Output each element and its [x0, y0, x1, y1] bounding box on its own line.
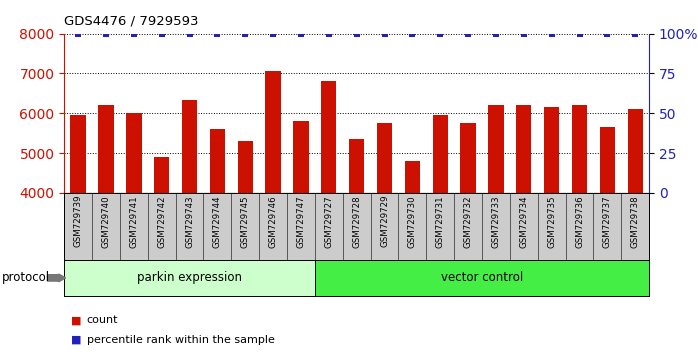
Point	[295, 31, 306, 36]
Bar	[70, 115, 86, 352]
Bar	[154, 157, 170, 352]
Text: GSM729734: GSM729734	[519, 195, 528, 247]
Text: GDS4476 / 7929593: GDS4476 / 7929593	[64, 14, 199, 27]
Text: ■: ■	[71, 315, 82, 325]
Text: GSM729745: GSM729745	[241, 195, 250, 247]
Bar	[572, 105, 587, 352]
Bar	[600, 127, 615, 352]
Point	[323, 31, 334, 36]
Point	[630, 31, 641, 36]
Text: GSM729744: GSM729744	[213, 195, 222, 247]
Point	[267, 31, 279, 36]
Bar	[182, 100, 198, 352]
Bar	[377, 123, 392, 352]
Point	[101, 31, 112, 36]
Bar	[210, 129, 225, 352]
Bar	[98, 105, 114, 352]
Bar	[489, 105, 503, 352]
Text: GSM729730: GSM729730	[408, 195, 417, 247]
Point	[463, 31, 474, 36]
Bar	[461, 123, 476, 352]
Text: GSM729737: GSM729737	[603, 195, 612, 247]
Text: GSM729731: GSM729731	[436, 195, 445, 247]
Text: GSM729733: GSM729733	[491, 195, 500, 247]
Bar	[516, 105, 531, 352]
Text: percentile rank within the sample: percentile rank within the sample	[87, 335, 274, 345]
Point	[211, 31, 223, 36]
Point	[518, 31, 529, 36]
Text: ■: ■	[71, 335, 82, 345]
Point	[73, 31, 84, 36]
Point	[407, 31, 418, 36]
Text: GSM729746: GSM729746	[269, 195, 278, 247]
Bar	[321, 81, 336, 352]
Bar	[349, 139, 364, 352]
Point	[128, 31, 140, 36]
Text: protocol: protocol	[2, 272, 50, 284]
Text: GSM729728: GSM729728	[352, 195, 361, 247]
Bar	[126, 113, 142, 352]
Text: parkin expression: parkin expression	[137, 272, 242, 284]
Point	[351, 31, 362, 36]
Bar	[293, 121, 309, 352]
Bar	[237, 141, 253, 352]
Point	[435, 31, 446, 36]
Point	[184, 31, 195, 36]
Text: GSM729741: GSM729741	[129, 195, 138, 247]
Text: GSM729732: GSM729732	[463, 195, 473, 247]
Text: GSM729727: GSM729727	[325, 195, 334, 247]
Point	[546, 31, 557, 36]
Bar	[433, 115, 448, 352]
Text: GSM729740: GSM729740	[101, 195, 110, 247]
Bar	[628, 109, 643, 352]
Text: GSM729729: GSM729729	[380, 195, 389, 247]
Text: GSM729747: GSM729747	[297, 195, 306, 247]
Text: GSM729739: GSM729739	[74, 195, 82, 247]
Point	[379, 31, 390, 36]
Point	[239, 31, 251, 36]
Point	[574, 31, 585, 36]
Bar	[265, 72, 281, 352]
Bar	[405, 161, 420, 352]
Text: vector control: vector control	[441, 272, 523, 284]
Text: GSM729743: GSM729743	[185, 195, 194, 247]
Text: GSM729738: GSM729738	[631, 195, 639, 247]
Point	[602, 31, 613, 36]
Text: GSM729742: GSM729742	[157, 195, 166, 247]
Text: count: count	[87, 315, 118, 325]
Point	[156, 31, 168, 36]
Bar	[544, 107, 559, 352]
Point	[491, 31, 502, 36]
Text: GSM729736: GSM729736	[575, 195, 584, 247]
Text: GSM729735: GSM729735	[547, 195, 556, 247]
